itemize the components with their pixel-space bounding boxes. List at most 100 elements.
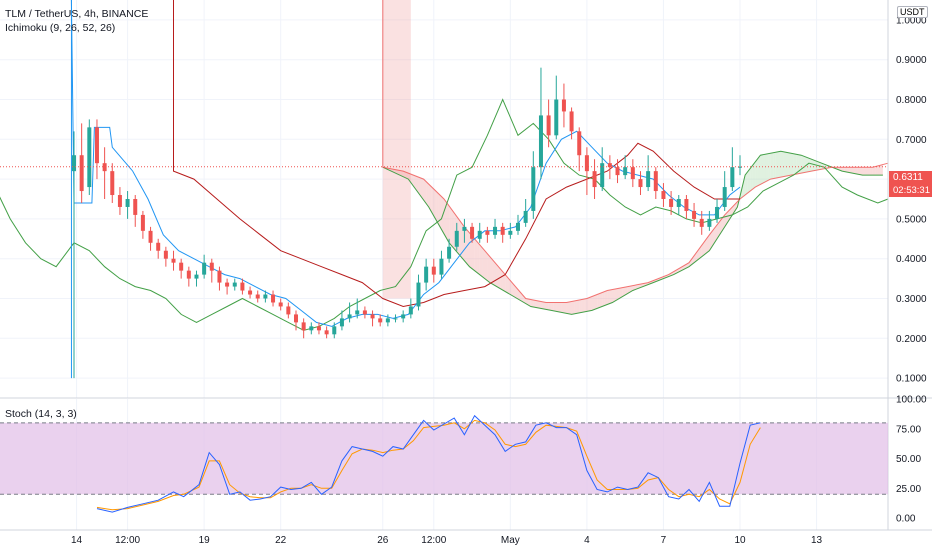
cloud-segment-bear bbox=[714, 224, 718, 243]
cloud-segment-bear bbox=[546, 302, 549, 310]
candle-up bbox=[516, 222, 520, 231]
cloud-segment-bear bbox=[574, 300, 577, 314]
candle-up bbox=[676, 199, 681, 207]
cloud-segment-bear bbox=[701, 241, 705, 257]
candle-up bbox=[393, 318, 398, 320]
cloud-segment-bear bbox=[880, 164, 883, 176]
cloud-segment-bear bbox=[852, 167, 855, 174]
price-axis[interactable]: 0.10000.20000.30000.40000.50000.60000.70… bbox=[887, 0, 927, 530]
stoch-tick-label: 75.00 bbox=[896, 424, 921, 435]
stoch-tick-label: 0.00 bbox=[896, 514, 916, 525]
candle-down bbox=[470, 226, 475, 239]
candle-down bbox=[615, 167, 620, 176]
cloud-segment-bear bbox=[495, 262, 498, 288]
time-tick-label: 12:00 bbox=[115, 535, 140, 546]
cloud-segment-bear bbox=[622, 287, 626, 297]
cloud-segment-bear bbox=[474, 238, 478, 273]
cloud-segment-bear bbox=[870, 167, 873, 176]
cloud-segment-bear bbox=[717, 221, 720, 239]
ichimoku-legend[interactable]: Ichimoku (9, 26, 52, 26) bbox=[5, 22, 116, 34]
cloud-segment-bull bbox=[798, 154, 802, 174]
candle-down bbox=[485, 230, 490, 235]
candle-down bbox=[255, 294, 260, 299]
cloud-segment-bear bbox=[867, 167, 871, 176]
candle-up bbox=[646, 171, 651, 188]
stoch-tick-label: 50.00 bbox=[896, 454, 921, 465]
cloud-segment-bear bbox=[431, 186, 434, 216]
cloud-segment-bear bbox=[877, 165, 881, 176]
cloud-segment-bear bbox=[512, 283, 516, 298]
price-tick-label: 0.7000 bbox=[896, 135, 927, 146]
cloud-segment-bull bbox=[811, 159, 814, 172]
candle-up bbox=[347, 314, 352, 319]
cloud-segment-bull bbox=[760, 154, 763, 185]
cloud-segment-bear bbox=[451, 209, 455, 249]
time-axis[interactable]: 14 12:00 19 22 26 12:00 May 4 7 10 13 bbox=[0, 529, 932, 546]
candle-down bbox=[94, 127, 99, 164]
cloud-segment-bear bbox=[719, 218, 723, 235]
cloud-segment-bull bbox=[785, 152, 789, 177]
candle-up bbox=[401, 314, 406, 319]
cloud-segment-bear bbox=[691, 255, 695, 265]
candle-down bbox=[653, 171, 658, 192]
cloud-segment-bull bbox=[793, 153, 797, 175]
cloud-segment-bull bbox=[768, 153, 771, 181]
candle-up bbox=[194, 274, 199, 279]
cloud-segment-bear bbox=[581, 298, 585, 313]
stoch-axis[interactable]: 0.00 25.00 50.00 75.00 100.00 bbox=[896, 395, 927, 525]
time-tick-label: 14 bbox=[71, 535, 83, 546]
candle-down bbox=[301, 322, 306, 331]
cloud-segment-bear bbox=[614, 288, 618, 301]
cloud-segment-bear bbox=[576, 299, 580, 314]
candle-up bbox=[263, 294, 268, 299]
ichimoku-cloud bbox=[382, 0, 883, 315]
candle-down bbox=[692, 210, 697, 219]
candle-up bbox=[600, 163, 605, 188]
time-tick-label: 22 bbox=[275, 535, 287, 546]
candlestick-series bbox=[72, 67, 742, 379]
cloud-segment-bear bbox=[857, 167, 860, 175]
cloud-segment-bear bbox=[597, 293, 600, 309]
candle-down bbox=[577, 131, 582, 156]
cloud-segment-bear bbox=[711, 228, 715, 247]
cloud-segment-bear bbox=[847, 167, 850, 173]
cloud-segment-bull bbox=[814, 160, 817, 171]
currency-unit-label[interactable]: USDT bbox=[897, 6, 928, 18]
cloud-segment-bear bbox=[722, 214, 725, 231]
time-tick-label: 7 bbox=[661, 535, 667, 546]
cloud-segment-bear bbox=[502, 271, 506, 292]
cloud-segment-bear bbox=[487, 253, 490, 283]
cloud-segment-bull bbox=[747, 168, 751, 194]
cloud-segment-bear bbox=[477, 241, 480, 275]
base-line bbox=[173, 0, 740, 308]
price-tick-label: 1.0000 bbox=[896, 15, 927, 26]
cloud-segment-bear bbox=[421, 178, 424, 200]
lagging-span bbox=[0, 98, 889, 331]
cloud-segment-bull bbox=[778, 151, 781, 178]
candle-up bbox=[531, 167, 536, 211]
cloud-segment-bear bbox=[571, 300, 575, 315]
cloud-segment-bear bbox=[489, 256, 493, 285]
cloud-segment-bear bbox=[507, 277, 511, 295]
symbol-title[interactable]: TLM / TetherUS, 4h, BINANCE bbox=[5, 8, 149, 20]
cloud-segment-bear bbox=[849, 167, 853, 174]
cloud-segment-bear bbox=[510, 280, 513, 297]
candle-up bbox=[232, 282, 237, 287]
stoch-d-line bbox=[96, 419, 761, 511]
cloud-segment-bear bbox=[875, 165, 878, 176]
time-tick-label: May bbox=[501, 535, 520, 546]
cloud-segment-bear bbox=[459, 219, 462, 258]
stoch-legend[interactable]: Stoch (14, 3, 3) bbox=[5, 408, 77, 420]
cloud-segment-bear bbox=[408, 173, 411, 183]
cloud-segment-bear bbox=[466, 229, 470, 267]
cloud-segment-bear bbox=[865, 167, 868, 176]
price-tick-label: 0.4000 bbox=[896, 254, 927, 265]
cloud-slab bbox=[382, 0, 411, 299]
candle-down bbox=[117, 195, 122, 207]
last-price-tag: 0.6311 bbox=[889, 171, 932, 185]
cloud-segment-bear bbox=[523, 295, 526, 304]
stoch-band bbox=[0, 422, 888, 495]
candle-down bbox=[699, 218, 704, 227]
candle-up bbox=[447, 246, 452, 259]
